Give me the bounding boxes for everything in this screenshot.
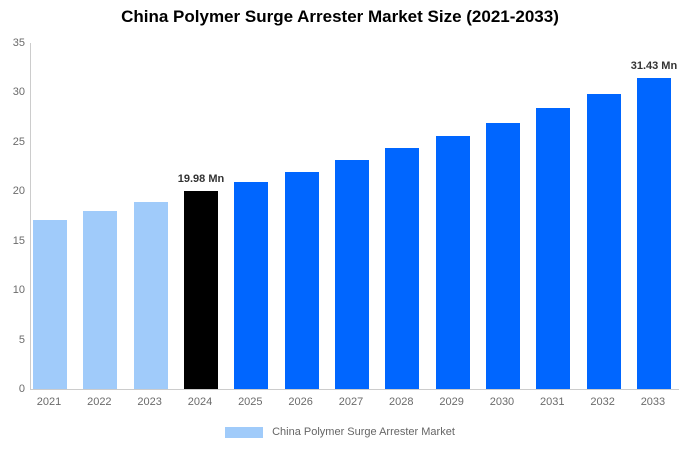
- x-tick-label: 2033: [640, 396, 666, 408]
- y-axis: 0 5 10 15 20 25 30 35: [0, 0, 26, 450]
- bar-2022: [83, 211, 118, 389]
- x-tick-label: 2022: [87, 396, 112, 408]
- bar-2027: [334, 160, 369, 389]
- x-tick-label: 2027: [338, 396, 364, 408]
- x-tick-label: 2026: [288, 396, 313, 408]
- x-tick-label: 2031: [540, 396, 565, 408]
- y-tick-label: 15: [12, 234, 25, 247]
- bar-2024: 19.98 Mn: [178, 173, 224, 389]
- bar-2021: [33, 220, 67, 389]
- y-tick-label: 0: [18, 383, 25, 395]
- x-tick-label: 2025: [238, 396, 263, 408]
- bar-value-label: 19.98 Mn: [177, 173, 225, 185]
- y-tick-label: 35: [12, 37, 25, 49]
- y-tick-label: 20: [12, 185, 25, 198]
- bar-2023: [133, 202, 168, 389]
- bar-2032: [586, 94, 621, 389]
- y-tick-label: 30: [12, 86, 25, 99]
- x-tick-label: 2024: [187, 396, 213, 408]
- bar-2025: [234, 182, 269, 389]
- bar-2028: [385, 148, 420, 389]
- y-tick-label: 10: [12, 284, 25, 297]
- x-tick-label: 2030: [489, 396, 515, 408]
- bar-2033: 31.43 Mn: [631, 60, 677, 389]
- bar-2029: [435, 136, 470, 389]
- x-axis-labels: 2021 2022 2023 2024 2025 2026 2027 2028 2029 2030…: [32, 396, 670, 408]
- x-tick-label: 2023: [137, 396, 162, 408]
- plot-area: 19.98 Mn 31.43 Mn: [30, 43, 679, 390]
- y-tick-label: 5: [18, 333, 25, 346]
- x-tick-label: 2021: [36, 396, 62, 408]
- x-tick-label: 2029: [439, 396, 464, 408]
- bars-container: 19.98 Mn 31.43 Mn: [33, 43, 677, 389]
- x-tick-label: 2032: [590, 396, 615, 408]
- bar-2026: [284, 172, 319, 389]
- bar-value-label: 31.43 Mn: [630, 60, 678, 72]
- chart-title: China Polymer Surge Arrester Market Size…: [121, 7, 559, 26]
- legend-label: China Polymer Surge Arrester Market: [272, 426, 455, 438]
- bar-2031: [536, 108, 571, 389]
- x-tick-label: 2028: [389, 396, 414, 408]
- bar-2030: [485, 123, 520, 389]
- legend: China Polymer Surge Arrester Market: [0, 426, 680, 438]
- legend-swatch: [225, 426, 264, 438]
- y-tick-label: 25: [12, 135, 25, 148]
